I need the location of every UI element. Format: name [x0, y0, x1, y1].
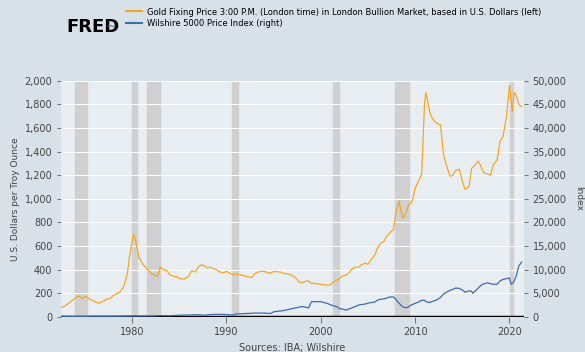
Y-axis label: Index: Index	[574, 186, 583, 211]
X-axis label: Sources: IBA; Wilshire: Sources: IBA; Wilshire	[239, 343, 346, 352]
Bar	[132, 81, 137, 317]
Text: FRED: FRED	[66, 18, 119, 36]
Text: ~: ~	[105, 20, 116, 33]
Legend: Gold Fixing Price 3:00 P.M. (London time) in London Bullion Market, based in U.S: Gold Fixing Price 3:00 P.M. (London time…	[126, 7, 541, 29]
Bar	[147, 81, 160, 317]
Bar	[333, 81, 339, 317]
Y-axis label: U.S. Dollars per Troy Ounce: U.S. Dollars per Troy Ounce	[12, 137, 20, 260]
Bar	[395, 81, 410, 317]
Bar	[510, 81, 513, 317]
Bar	[75, 81, 87, 317]
Bar	[232, 81, 238, 317]
